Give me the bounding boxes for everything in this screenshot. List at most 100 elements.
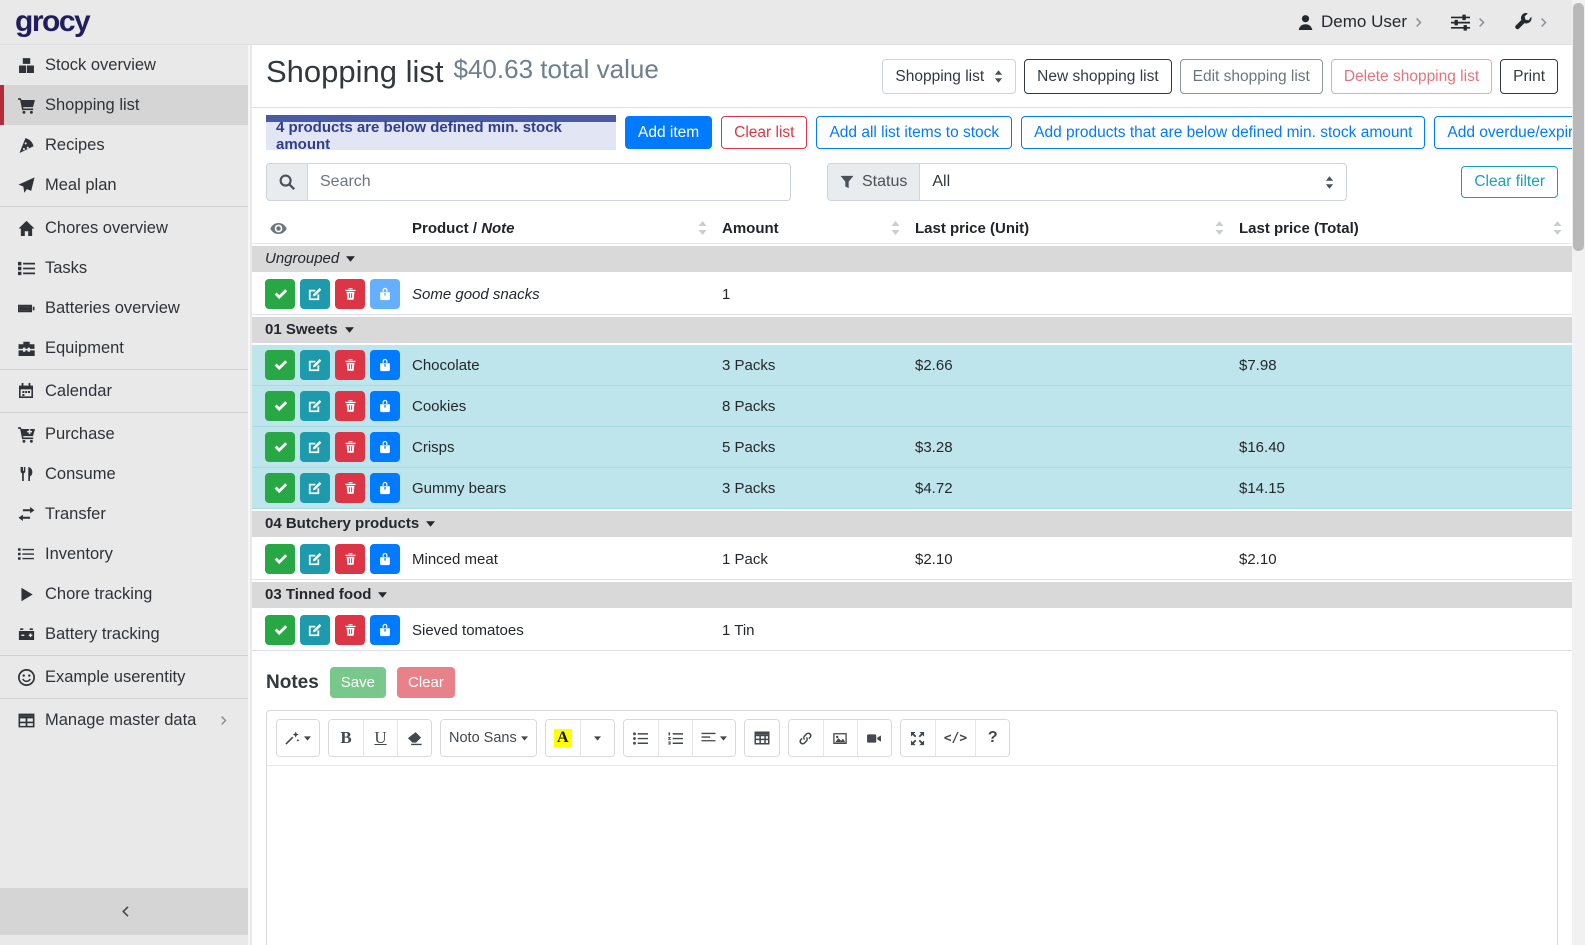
group-row[interactable]: Ungrouped <box>252 244 1572 274</box>
sidebar-item-calendar[interactable]: Calendar <box>0 371 248 411</box>
insert-table-button[interactable] <box>744 720 779 756</box>
sidebar-item-purchase[interactable]: Purchase <box>0 414 248 454</box>
eye-icon[interactable] <box>270 220 287 237</box>
new-shopping-list-button[interactable]: New shopping list <box>1024 59 1172 94</box>
edit-item-button[interactable] <box>300 391 330 421</box>
fullscreen-button[interactable] <box>900 720 935 756</box>
page-scrollbar[interactable] <box>1572 0 1585 945</box>
edit-item-button[interactable] <box>300 350 330 380</box>
col-price-unit[interactable]: Last price (Unit) <box>910 220 1234 237</box>
mark-done-button[interactable] <box>265 432 295 462</box>
sidebar-item-transfer[interactable]: Transfer <box>0 494 248 534</box>
add-to-stock-button[interactable] <box>370 350 400 380</box>
unordered-list-button[interactable] <box>623 720 658 756</box>
sidebar-item-recipes[interactable]: Recipes <box>0 125 248 165</box>
group-row[interactable]: 01 Sweets <box>252 315 1572 345</box>
sidebar-item-tasks[interactable]: Tasks <box>0 248 248 288</box>
sidebar-item-chores-overview[interactable]: Chores overview <box>0 208 248 248</box>
scrollbar-thumb[interactable] <box>1573 3 1584 251</box>
sidebar-item-batteries-overview[interactable]: Batteries overview <box>0 288 248 328</box>
sidebar-collapse-button[interactable] <box>0 888 248 935</box>
insert-link-button[interactable] <box>788 720 823 756</box>
sidebar-item-example-userentity[interactable]: Example userentity <box>0 657 248 697</box>
code-view-button[interactable]: </> <box>934 720 976 756</box>
notes-save-button[interactable]: Save <box>329 667 386 698</box>
add-to-stock-button[interactable] <box>370 279 400 309</box>
search-group <box>266 163 791 201</box>
mark-done-button[interactable] <box>265 350 295 380</box>
edit-item-button[interactable] <box>300 279 330 309</box>
settings-menu[interactable] <box>1451 13 1488 32</box>
edit-item-button[interactable] <box>300 544 330 574</box>
style-magic-button[interactable] <box>277 720 319 756</box>
clear-filter-button[interactable]: Clear filter <box>1461 166 1558 198</box>
ordered-list-button[interactable] <box>657 720 692 756</box>
delete-item-button[interactable] <box>335 279 365 309</box>
paragraph-align-button[interactable] <box>691 720 735 756</box>
notes-clear-button[interactable]: Clear <box>397 667 455 698</box>
mark-done-button[interactable] <box>265 615 295 645</box>
col-amount[interactable]: Amount <box>717 220 910 237</box>
user-menu[interactable]: Demo User <box>1297 12 1425 32</box>
insert-image-button[interactable] <box>822 720 857 756</box>
add-to-stock-button[interactable] <box>370 473 400 503</box>
print-button[interactable]: Print <box>1500 59 1558 94</box>
edit-item-button[interactable] <box>300 432 330 462</box>
delete-item-button[interactable] <box>335 350 365 380</box>
font-color-button[interactable]: A <box>545 720 580 756</box>
add-all-to-stock-button[interactable]: Add all list items to stock <box>816 116 1013 149</box>
mark-done-button[interactable] <box>265 391 295 421</box>
add-to-stock-button[interactable] <box>370 615 400 645</box>
item-product: Gummy bears <box>412 479 507 497</box>
sort-icon <box>696 221 709 235</box>
add-to-stock-button[interactable] <box>370 391 400 421</box>
search-input[interactable] <box>307 163 791 201</box>
add-item-button[interactable]: Add item <box>625 116 713 149</box>
mark-done-button[interactable] <box>265 279 295 309</box>
caret-down-icon <box>345 327 354 333</box>
group-row[interactable]: 04 Butchery products <box>252 509 1572 539</box>
underline-button[interactable]: U <box>363 720 397 756</box>
font-family-button[interactable]: Noto Sans <box>441 720 536 756</box>
clear-list-button[interactable]: Clear list <box>721 116 808 149</box>
add-overdue-products-button[interactable]: Add overdue/expired products <box>1434 116 1572 149</box>
help-button[interactable]: ? <box>975 720 1010 756</box>
delete-item-button[interactable] <box>335 432 365 462</box>
eraser-button[interactable] <box>397 720 431 756</box>
insert-video-button[interactable] <box>856 720 891 756</box>
delete-item-button[interactable] <box>335 391 365 421</box>
col-product[interactable]: Product / Note <box>407 220 717 237</box>
group-row[interactable]: 03 Tinned food <box>252 580 1572 610</box>
delete-item-button[interactable] <box>335 544 365 574</box>
font-color-icon: A <box>553 729 572 747</box>
table-row: Sieved tomatoes 1 Tin <box>252 610 1572 651</box>
add-to-stock-button[interactable] <box>370 432 400 462</box>
sidebar-item-manage-master-data[interactable]: Manage master data <box>0 700 248 740</box>
sidebar-item-equipment[interactable]: Equipment <box>0 328 248 368</box>
delete-shopping-list-button[interactable]: Delete shopping list <box>1330 59 1493 94</box>
sidebar-item-meal-plan[interactable]: Meal plan <box>0 165 248 205</box>
edit-item-button[interactable] <box>300 473 330 503</box>
delete-item-button[interactable] <box>335 615 365 645</box>
add-to-stock-button[interactable] <box>370 544 400 574</box>
user-name: Demo User <box>1321 12 1407 31</box>
add-below-min-stock-button[interactable]: Add products that are below defined min.… <box>1021 116 1426 149</box>
font-color-dropdown-button[interactable] <box>579 720 614 756</box>
sidebar-item-inventory[interactable]: Inventory <box>0 534 248 574</box>
sidebar-item-shopping-list[interactable]: Shopping list <box>0 85 248 125</box>
col-price-total[interactable]: Last price (Total) <box>1234 220 1572 237</box>
sidebar-item-battery-tracking[interactable]: Battery tracking <box>0 614 248 654</box>
delete-item-button[interactable] <box>335 473 365 503</box>
notes-text-area[interactable] <box>267 765 1557 945</box>
admin-menu[interactable] <box>1514 13 1550 31</box>
bold-button[interactable]: B <box>329 720 363 756</box>
edit-shopping-list-button[interactable]: Edit shopping list <box>1179 59 1323 94</box>
edit-item-button[interactable] <box>300 615 330 645</box>
sidebar-item-consume[interactable]: Consume <box>0 454 248 494</box>
shopping-list-select[interactable]: Shopping list <box>882 59 1017 94</box>
mark-done-button[interactable] <box>265 473 295 503</box>
mark-done-button[interactable] <box>265 544 295 574</box>
sidebar-item-stock-overview[interactable]: Stock overview <box>0 45 248 85</box>
status-select[interactable]: All <box>919 163 1347 201</box>
sidebar-item-chore-tracking[interactable]: Chore tracking <box>0 574 248 614</box>
